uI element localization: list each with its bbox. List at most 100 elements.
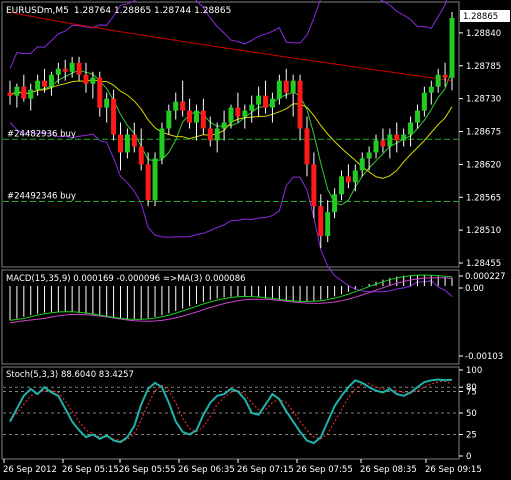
price-axis: 1.28840 1.28785 1.28730 1.28675 1.28620 1.285… [459, 29, 501, 269]
time-axis: 26 Sep 2012 26 Sep 05:15 26 Sep 05:55 26 Se… [3, 459, 482, 475]
time-tick-label: 26 Sep 06:35 [178, 465, 235, 475]
chart-header: EURUSDm,M5 1.28764 1.28865 1.28744 1.2886… [6, 6, 231, 16]
candle-body [118, 134, 123, 153]
candle-body [311, 164, 317, 207]
candle-body [387, 134, 393, 147]
candle-body [235, 107, 241, 117]
order-line-label: #24482936 buy [7, 129, 76, 139]
bollinger-bands [9, 0, 453, 297]
bollinger-upper-line [9, 0, 447, 69]
candle-body [111, 98, 117, 135]
stoch-tick-label: 80 [466, 383, 477, 393]
candle-body [297, 80, 303, 129]
candle-body [325, 212, 331, 237]
price-tick-label: 1.28565 [466, 193, 501, 203]
macd-label: MACD(15,35,9) 0.000169 -0.000096 =>MA(3)… [6, 274, 246, 284]
candle-body [69, 62, 75, 72]
macd-tick-label: 0.000227 [465, 272, 506, 282]
candle-body [159, 128, 165, 159]
candle-body [428, 86, 434, 93]
time-tick-label: 26 Sep 2012 [3, 465, 57, 475]
stoch-tick-label: 50 [466, 409, 477, 419]
chart-symbol: EURUSDm,M5 [6, 6, 69, 16]
stoch-label: Stoch(5,3,3) 88.6040 83.4257 [6, 370, 134, 380]
candle-body [304, 128, 310, 165]
candle-body [401, 134, 407, 141]
price-tick-label: 1.28840 [466, 29, 501, 39]
price-tick-label: 1.28455 [466, 259, 501, 269]
candle-body [124, 134, 130, 153]
candle-body [332, 194, 338, 213]
candle-body [283, 80, 289, 93]
candle-body [14, 86, 20, 96]
candle-body [90, 77, 96, 84]
candle-body [145, 164, 151, 201]
candle-body [249, 104, 255, 111]
candle-body [7, 92, 13, 96]
candle-body [193, 110, 199, 123]
candle-body [55, 68, 61, 75]
macd-panel-frame [1, 269, 460, 365]
candle-body [221, 122, 227, 129]
candle-body [35, 80, 41, 90]
ma-fast-line [9, 69, 453, 206]
candle-body [166, 110, 172, 129]
candle-body [187, 110, 193, 123]
candle-body [394, 134, 400, 141]
stoch-tick-label: 25 [466, 431, 477, 441]
candle-body [180, 101, 186, 111]
candle-body [228, 107, 234, 123]
candle-body [83, 74, 89, 84]
candle-body [138, 146, 144, 165]
price-tick-label: 1.28785 [466, 62, 501, 72]
stoch-tick-label: 0 [466, 452, 471, 462]
macd-ma-line [9, 274, 453, 321]
macd-tick-label: -0.00103 [465, 352, 503, 362]
stoch-tick-label: 75 [466, 388, 477, 398]
price-tick-label: 1.28730 [466, 95, 501, 105]
candle-body [200, 110, 206, 129]
candle-body [28, 89, 34, 99]
candle-body [290, 80, 296, 93]
price-tick-label: 1.28620 [466, 160, 501, 170]
stoch-signal-line [9, 380, 453, 442]
candle-body [373, 140, 379, 153]
candle-body [380, 140, 386, 147]
candle-body [104, 98, 110, 108]
macd-axis: 0.000227 0.00 -0.00103 [459, 272, 506, 362]
candle-body [414, 110, 420, 123]
candle-body [449, 17, 455, 78]
candle-body [152, 158, 158, 201]
candle-body [269, 98, 275, 108]
ma-long-line [9, 11, 453, 82]
candle-body [366, 152, 372, 159]
candle-body [48, 74, 54, 87]
candle-body [97, 77, 103, 108]
candle-body [42, 80, 48, 87]
candle-body [207, 128, 213, 141]
candle-body [131, 134, 137, 147]
candle-body [345, 176, 351, 183]
candle-body [263, 95, 269, 108]
time-tick-label: 26 Sep 07:55 [296, 465, 353, 475]
time-tick-label: 26 Sep 09:15 [425, 465, 482, 475]
stochastic-indicator [3, 378, 459, 445]
candlesticks [7, 11, 455, 249]
ma-slow-line [9, 79, 453, 179]
macd-tick-label: 0.00 [465, 284, 484, 294]
time-tick-label: 26 Sep 05:15 [62, 465, 119, 475]
candle-body [242, 110, 248, 117]
candle-body [76, 62, 82, 75]
bollinger-lower-line [9, 122, 453, 297]
macd-indicator [9, 274, 453, 324]
candle-body [214, 128, 220, 141]
candle-body [352, 170, 358, 183]
time-tick-label: 26 Sep 08:35 [360, 465, 417, 475]
time-tick-label: 26 Sep 05:55 [119, 465, 176, 475]
candle-body [318, 206, 324, 237]
candle-body [276, 80, 282, 99]
macd-signal-line [9, 277, 453, 324]
price-tick-label: 1.28510 [466, 226, 501, 236]
